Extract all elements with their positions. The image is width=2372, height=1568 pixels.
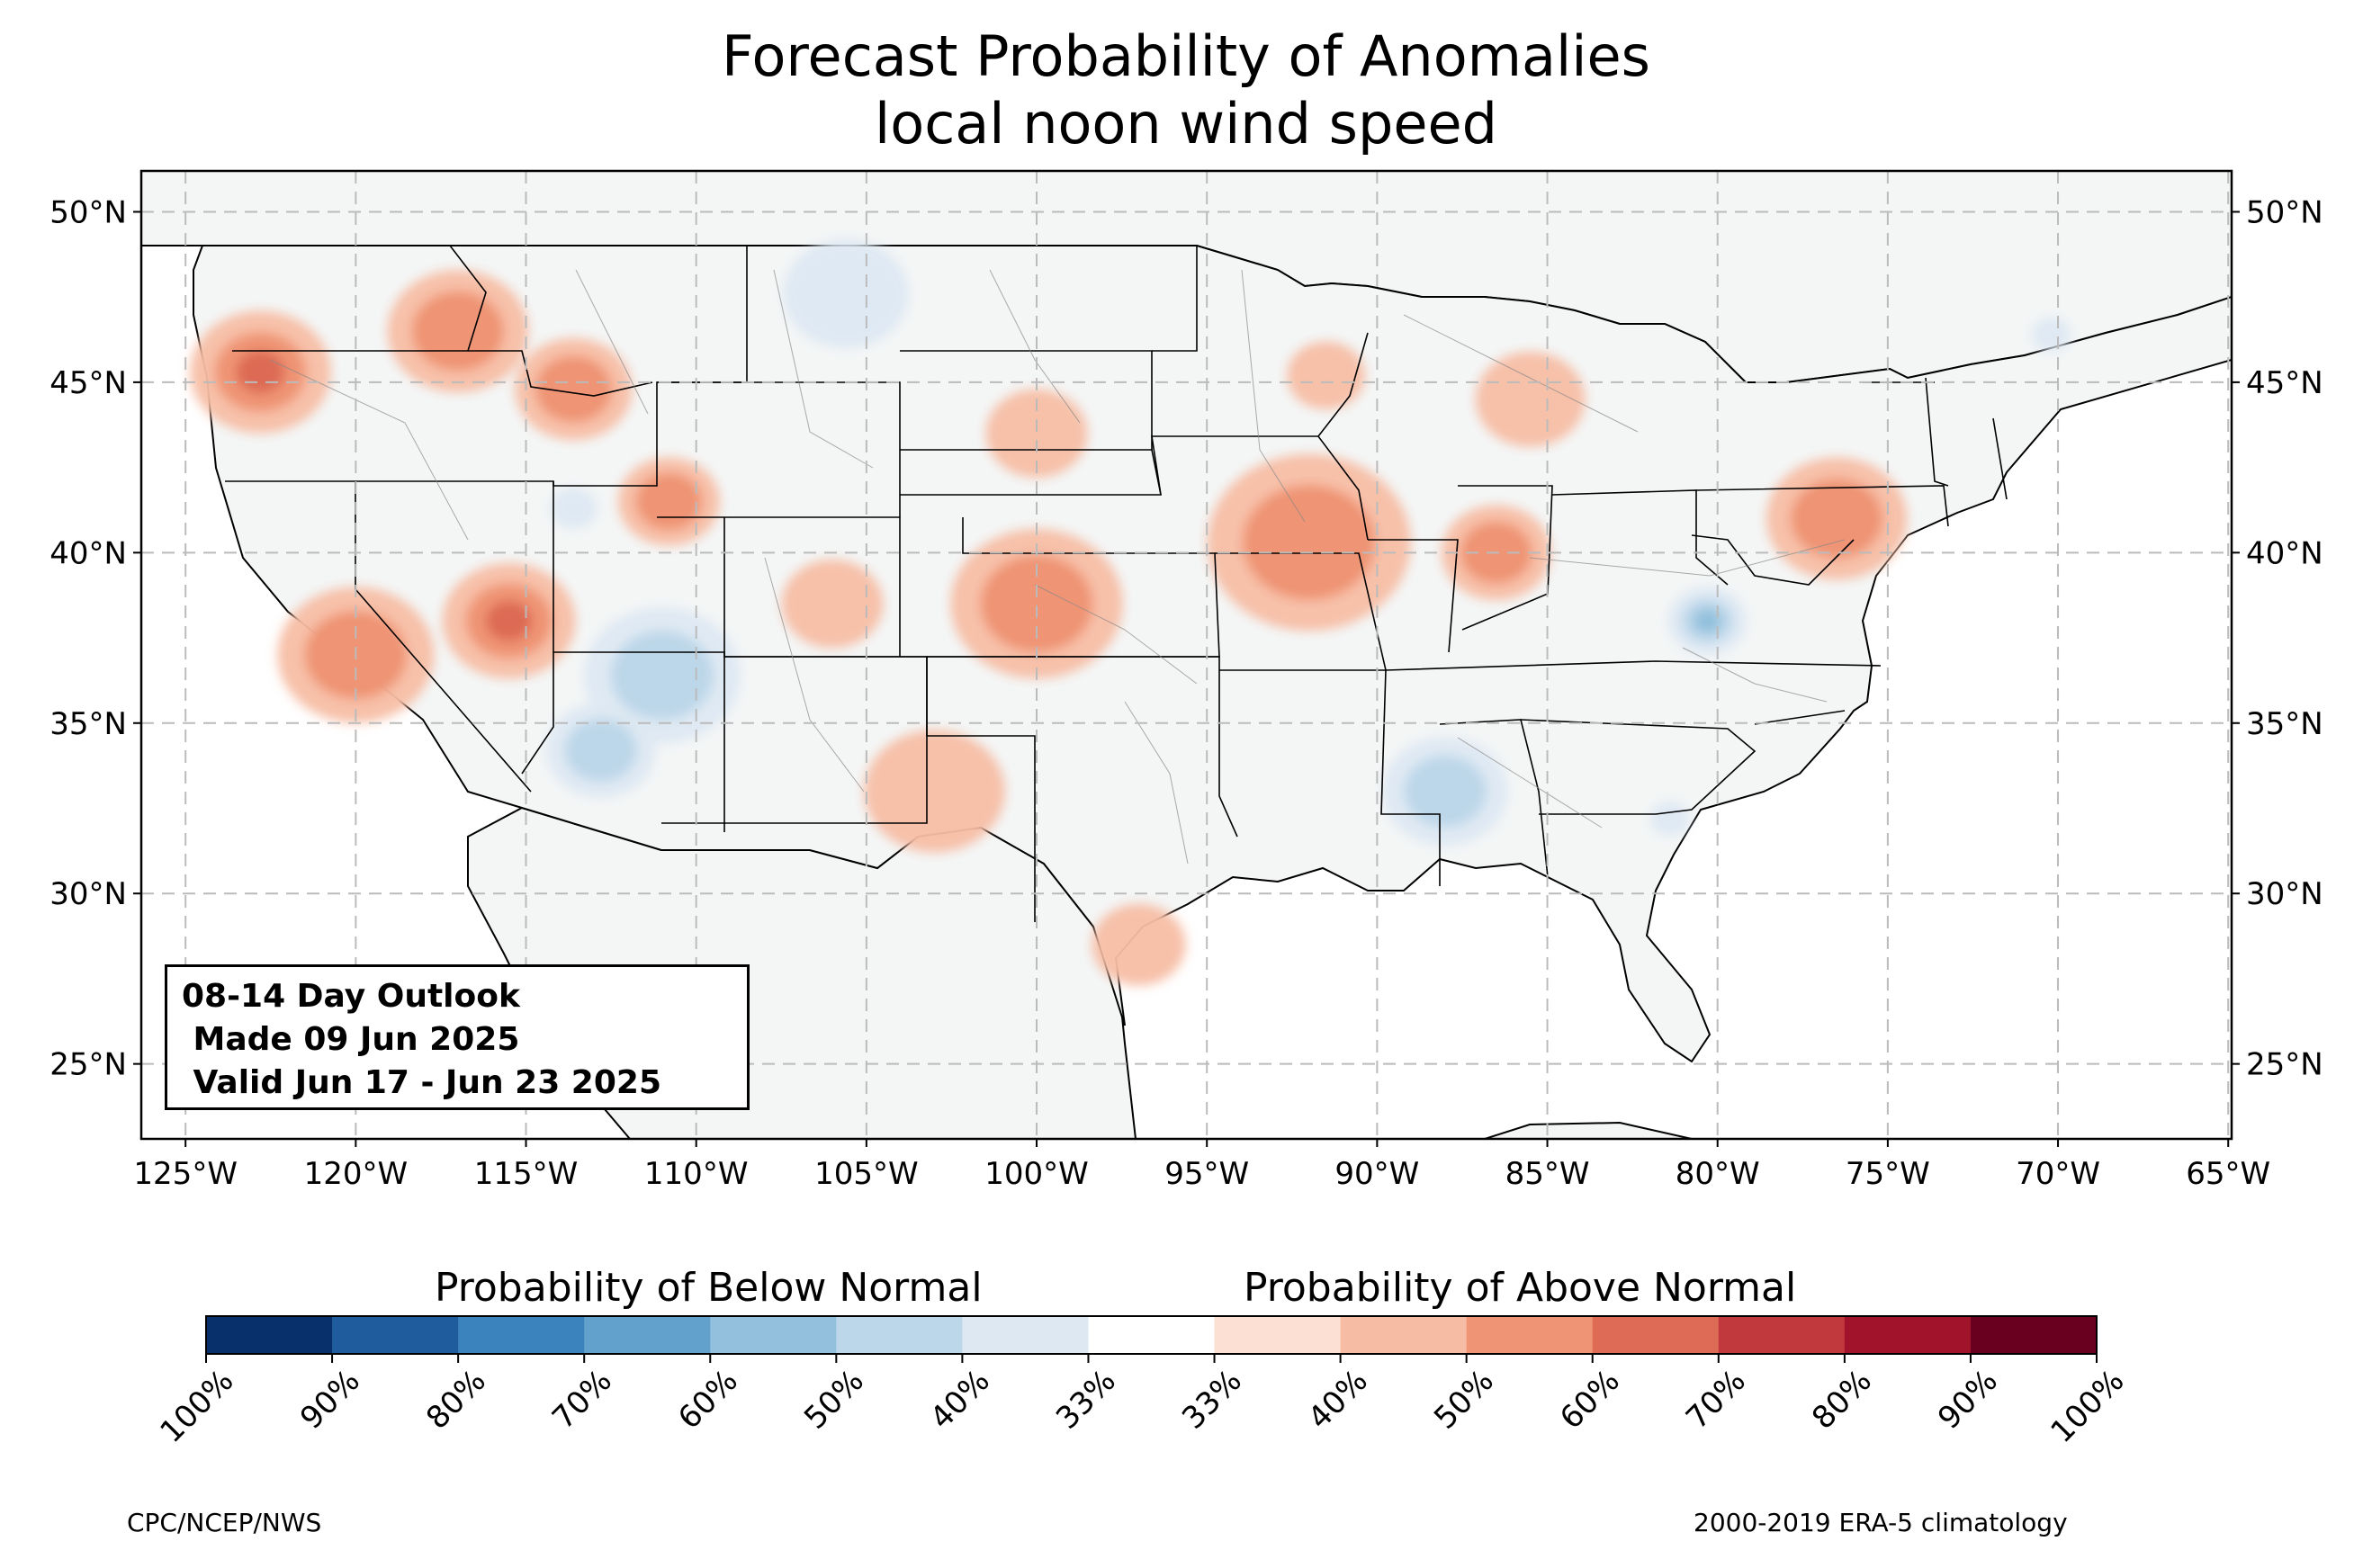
- lat-label-right: 40°N: [2246, 535, 2323, 571]
- lat-label-right: 30°N: [2246, 876, 2323, 912]
- colorbar-frame: [205, 1315, 2098, 1355]
- lat-label-left: 50°N: [49, 194, 127, 230]
- colorbar-swatch: [1844, 1316, 1972, 1354]
- below-normal-area-outer: [1649, 801, 1690, 836]
- below-normal-label: Probability of Below Normal: [435, 1265, 983, 1311]
- lon-label: 85°W: [1505, 1156, 1590, 1192]
- colorbar-swatch: [1466, 1316, 1594, 1354]
- lat-label-right: 25°N: [2246, 1047, 2323, 1083]
- below-normal-area-mid: [611, 631, 714, 720]
- lon-label: 125°W: [133, 1156, 238, 1192]
- lat-label-left: 45°N: [49, 365, 127, 401]
- lat-label-right: 35°N: [2246, 706, 2323, 742]
- outlook-period: 08-14 Day Outlook: [182, 978, 520, 1015]
- colorbar-swatch: [1592, 1316, 1720, 1354]
- outlook-info-box: 08-14 Day Outlook Made 09 Jun 2025 Valid…: [165, 964, 750, 1110]
- lon-label: 75°W: [1846, 1156, 1930, 1192]
- colorbar-swatch: [710, 1316, 837, 1354]
- colorbar-swatch: [1088, 1316, 1216, 1354]
- above-normal-area-core: [236, 350, 285, 394]
- above-normal-area-mid: [411, 291, 504, 372]
- below-normal-area-core: [1694, 608, 1721, 633]
- lon-label: 115°W: [474, 1156, 579, 1192]
- above-normal-area-mid: [980, 555, 1093, 653]
- valid-dates: Valid Jun 17 - Jun 23 2025: [182, 1064, 662, 1101]
- above-normal-area-outer: [1287, 341, 1366, 410]
- above-normal-area-core: [485, 600, 533, 641]
- graticule: [141, 171, 2232, 1139]
- above-normal-area-outer: [781, 559, 884, 649]
- colorbar-swatch: [1214, 1316, 1342, 1354]
- above-normal-area-mid: [535, 355, 613, 423]
- credit-climatology: 2000-2019 ERA-5 climatology: [1694, 1508, 2068, 1537]
- colorbar: [205, 1315, 2098, 1363]
- lon-label: 95°W: [1164, 1156, 1249, 1192]
- lon-label: 105°W: [814, 1156, 919, 1192]
- credit-agency: CPC/NCEP/NWS: [127, 1508, 322, 1537]
- colorbar-swatch: [458, 1316, 585, 1354]
- map-title-line1: Forecast Probability of Anomalies: [722, 23, 1650, 89]
- lon-label: 90°W: [1334, 1156, 1419, 1192]
- lat-label-right: 45°N: [2246, 365, 2323, 401]
- colorbar-swatch: [206, 1316, 333, 1354]
- colorbar-swatch: [836, 1316, 963, 1354]
- conus-land: [193, 245, 2232, 1063]
- lon-label: 80°W: [1676, 1156, 1760, 1192]
- colorbar-swatch: [1970, 1316, 2098, 1354]
- below-normal-area-mid: [565, 719, 637, 782]
- above-normal-area-outer: [1475, 351, 1586, 447]
- colorbar-swatch: [332, 1316, 459, 1354]
- made-date: Made 09 Jun 2025: [182, 1021, 520, 1058]
- axis-ticks: 50°N 50°N 45°N 45°N 40°N 40°N 35°N 35°N 30°N 30°N…: [49, 194, 2323, 1192]
- lon-label: 120°W: [304, 1156, 409, 1192]
- lat-label-left: 25°N: [49, 1047, 127, 1083]
- lon-label: 110°W: [644, 1156, 749, 1192]
- lat-label-left: 35°N: [49, 706, 127, 742]
- colorbar-swatch: [962, 1316, 1089, 1354]
- colorbar-swatch: [1340, 1316, 1468, 1354]
- anomaly-shading: [190, 238, 2071, 986]
- map-title-line2: local noon wind speed: [875, 91, 1497, 157]
- above-normal-area-mid: [635, 472, 703, 531]
- below-normal-area-mid: [1404, 756, 1487, 827]
- lon-label: 100°W: [984, 1156, 1089, 1192]
- below-normal-area-outer: [2031, 317, 2071, 352]
- lat-label-right: 50°N: [2246, 194, 2323, 230]
- above-normal-area-outer: [864, 730, 1005, 853]
- lat-label-left: 30°N: [49, 876, 127, 912]
- colorbar-swatch: [1718, 1316, 1846, 1354]
- below-normal-area-outer: [550, 488, 597, 529]
- lon-label: 65°W: [2186, 1156, 2270, 1192]
- above-normal-area-mid: [1791, 479, 1883, 559]
- climate-division-lines: [269, 269, 1846, 865]
- colorbar-swatch: [584, 1316, 711, 1354]
- below-normal-area-outer: [783, 238, 909, 348]
- map-frame: [139, 169, 2233, 1141]
- yucatan-land: [1484, 1121, 1693, 1139]
- above-normal-area-mid: [1242, 485, 1376, 600]
- lon-label: 70°W: [2016, 1156, 2100, 1192]
- above-normal-area-outer: [985, 389, 1088, 478]
- above-normal-area-outer: [1092, 903, 1186, 986]
- above-normal-label: Probability of Above Normal: [1244, 1265, 1797, 1311]
- lat-label-left: 40°N: [49, 535, 127, 571]
